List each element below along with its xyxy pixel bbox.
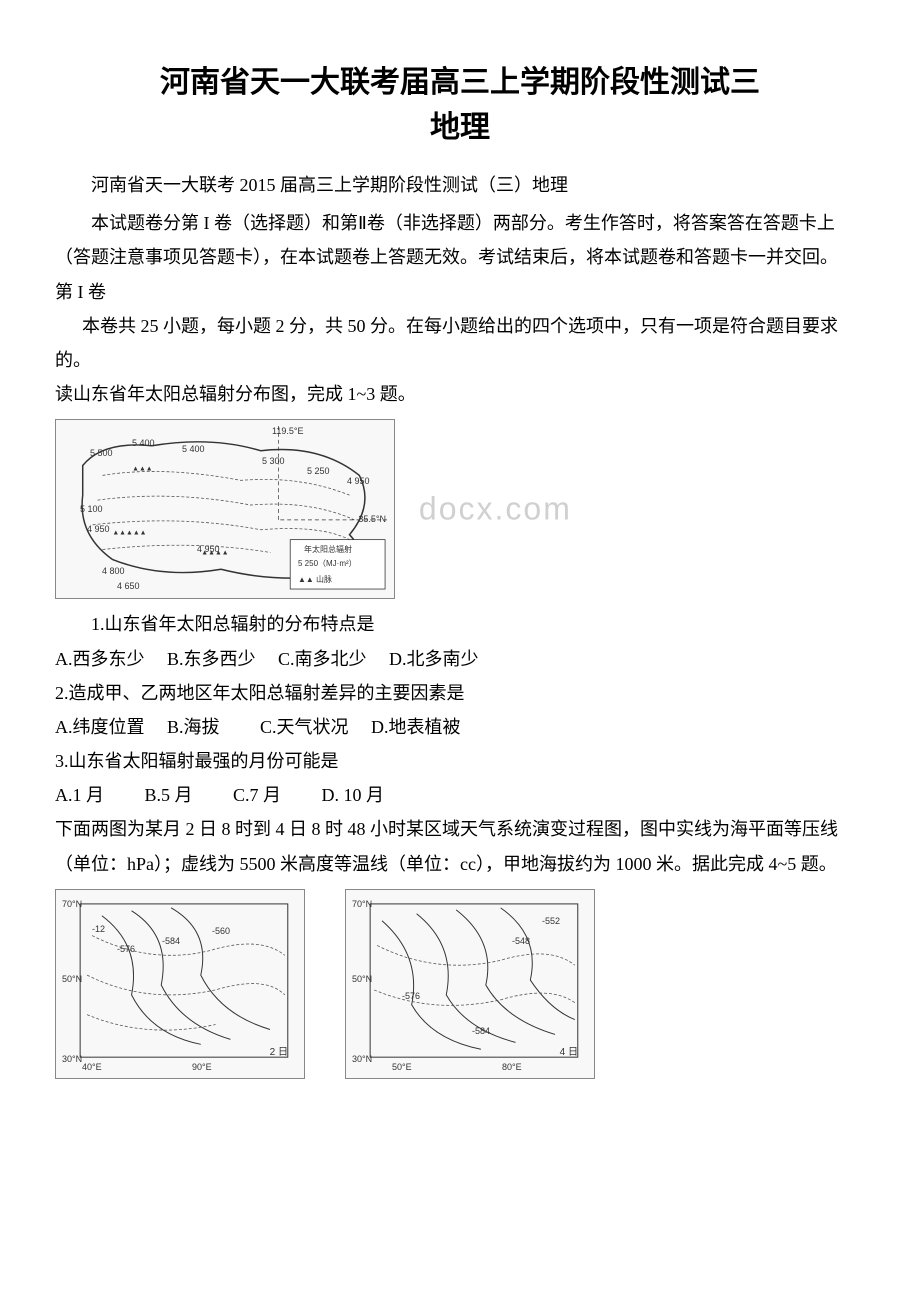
q2-A: A.纬度位置 [55, 717, 145, 737]
q1-A: A.西多东少 [55, 649, 145, 669]
q3-C: C.7 月 [233, 785, 281, 805]
q1-D: D.北多南少 [389, 649, 479, 669]
contour-2: 5 400 [182, 444, 205, 454]
figure-pair-weather: 70°N 50°N 30°N 40°E 90°E 2 日 -12 -576 -5… [55, 889, 865, 1079]
left-lat-bot: 30°N [62, 1054, 82, 1064]
right-lon-right: 80°E [502, 1062, 522, 1072]
figure-shandong-map: ▲▲▲▲▲ ▲▲▲▲ ▲▲▲ 119.5°E 35.5°N 5 500 5 40… [55, 419, 865, 599]
lat-label: 35.5°N [358, 514, 386, 524]
intro-p2: 本卷共 25 小题，每小题 2 分，共 50 分。在每小题给出的四个选项中，只有… [55, 309, 865, 377]
q1-C: C.南多北少 [278, 649, 367, 669]
legend-unit: 5 250（MJ·m²） [298, 558, 357, 569]
weather-map-left: 70°N 50°N 30°N 40°E 90°E 2 日 -12 -576 -5… [55, 889, 305, 1079]
right-lon-left: 50°E [392, 1062, 412, 1072]
q2-stem: 2.造成甲、乙两地区年太阳总辐射差异的主要因素是 [55, 676, 865, 710]
q1-B: B.东多西少 [167, 649, 256, 669]
right-iso-1: -548 [512, 936, 530, 946]
left-iso-3: -560 [212, 926, 230, 936]
q3-options: A.1 月 B.5 月 C.7 月 D. 10 月 [55, 778, 865, 812]
q2-D: D.地表植被 [371, 717, 461, 737]
left-lat-top: 70°N [62, 899, 82, 909]
map-left-sketch: 70°N 50°N 30°N 40°E 90°E 2 日 -12 -576 -5… [62, 896, 298, 1072]
legend-symbol: ▲▲ 山脉 [298, 574, 332, 585]
contour-8: 4 950 [197, 544, 220, 554]
svg-text:▲▲▲: ▲▲▲ [132, 466, 153, 473]
passage1-lead: 读山东省年太阳总辐射分布图，完成 1~3 题。 [55, 377, 865, 411]
q2-options: A.纬度位置 B.海拔 C.天气状况 D.地表植被 [55, 710, 865, 744]
right-iso-0: -552 [542, 916, 560, 926]
right-date: 4 日 [560, 1043, 578, 1058]
contour-5: 4 950 [347, 476, 370, 486]
right-lat-top: 70°N [352, 899, 372, 909]
passage2-lead: 下面两图为某月 2 日 8 时到 4 日 8 时 48 小时某区域天气系统演变过… [55, 812, 865, 880]
left-date: 2 日 [270, 1043, 288, 1058]
contour-1: 5 400 [132, 438, 155, 448]
map-left-svg [62, 896, 298, 1072]
left-iso-2: -584 [162, 936, 180, 946]
title-line-1: 河南省天一大联考届高三上学期阶段性测试三 [55, 60, 865, 105]
lon-label: 119.5°E [272, 426, 303, 436]
weather-map-right: 70°N 50°N 30°N 50°E 80°E 4 日 -552 -548 -… [345, 889, 595, 1079]
contour-10: 4 650 [117, 581, 140, 591]
q1-stem: 1.山东省年太阳总辐射的分布特点是 [55, 607, 865, 641]
left-iso-1: -576 [117, 944, 135, 954]
watermark-text: docx.com [419, 491, 572, 528]
intro-p1: 本试题卷分第 I 卷（选择题）和第Ⅱ卷（非选择题）两部分。考生作答时，将答案答在… [55, 206, 865, 274]
right-iso-3: -584 [472, 1026, 490, 1036]
q3-A: A.1 月 [55, 785, 104, 805]
map-right-sketch: 70°N 50°N 30°N 50°E 80°E 4 日 -552 -548 -… [352, 896, 588, 1072]
left-lon-right: 90°E [192, 1062, 212, 1072]
contour-6: 5 100 [80, 504, 103, 514]
q2-B: B.海拔 [167, 717, 220, 737]
contour-0: 5 500 [90, 448, 113, 458]
right-lat-mid: 50°N [352, 974, 372, 984]
legend-title: 年太阳总辐射 [304, 544, 352, 555]
contour-9: 4 800 [102, 566, 125, 576]
contour-3: 5 300 [262, 456, 285, 466]
title-line-2: 地理 [55, 105, 865, 150]
subtitle: 河南省天一大联考 2015 届高三上学期阶段性测试（三）地理 [55, 168, 865, 202]
q3-stem: 3.山东省太阳辐射最强的月份可能是 [55, 744, 865, 778]
right-lat-bot: 30°N [352, 1054, 372, 1064]
right-iso-2: -576 [402, 991, 420, 1001]
left-lat-mid: 50°N [62, 974, 82, 984]
contour-7: 4 950 [87, 524, 110, 534]
left-iso-0: -12 [92, 924, 105, 934]
q3-D: D. 10 月 [322, 785, 385, 805]
contour-4: 5 250 [307, 466, 330, 476]
q3-B: B.5 月 [145, 785, 193, 805]
left-lon-left: 40°E [82, 1062, 102, 1072]
map-sketch: ▲▲▲▲▲ ▲▲▲▲ ▲▲▲ 119.5°E 35.5°N 5 500 5 40… [62, 426, 388, 592]
q1-options: A.西多东少 B.东多西少 C.南多北少 D.北多南少 [55, 642, 865, 676]
map-container: ▲▲▲▲▲ ▲▲▲▲ ▲▲▲ 119.5°E 35.5°N 5 500 5 40… [55, 419, 395, 599]
q2-C: C.天气状况 [260, 717, 349, 737]
section-label: 第 I 卷 [55, 275, 865, 309]
page-title: 河南省天一大联考届高三上学期阶段性测试三 地理 [55, 60, 865, 150]
svg-text:▲▲▲▲▲: ▲▲▲▲▲ [112, 530, 146, 537]
